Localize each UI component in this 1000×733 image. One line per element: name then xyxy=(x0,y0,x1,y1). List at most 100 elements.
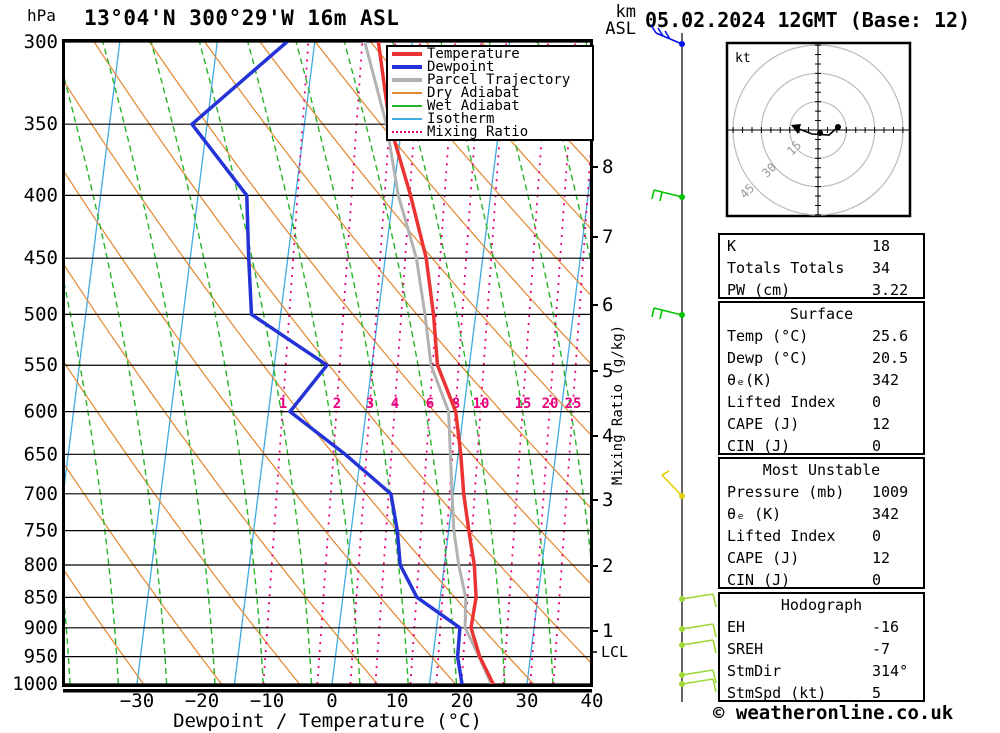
legend-label: Dewpoint xyxy=(427,59,495,76)
isotherms xyxy=(65,42,590,685)
legend-line-sample xyxy=(392,92,422,95)
svg-text:900: 900 xyxy=(24,617,58,639)
svg-text:8: 8 xyxy=(602,156,613,178)
parcel-trajectory-curve xyxy=(363,42,493,686)
lcl-label: LCL xyxy=(601,643,628,661)
run-date-label: 05.02.2024 12GMT (Base: 12) xyxy=(645,8,971,32)
table-row: Lifted Index 0 xyxy=(727,527,882,545)
table-row: EH -16 xyxy=(727,618,900,636)
legend-line-sample xyxy=(392,78,422,83)
legend-line-sample xyxy=(392,65,422,70)
svg-text:750: 750 xyxy=(24,520,58,542)
svg-text:−20: −20 xyxy=(185,690,219,712)
svg-text:800: 800 xyxy=(24,554,58,576)
legend-line-sample xyxy=(392,105,422,107)
svg-text:30: 30 xyxy=(516,690,539,712)
svg-text:20: 20 xyxy=(542,396,559,412)
table-row: Totals Totals 34 xyxy=(727,259,891,277)
svg-text:950: 950 xyxy=(24,646,58,668)
altitude-axis-unit: km ASL xyxy=(605,2,636,39)
svg-text:4: 4 xyxy=(391,396,399,412)
svg-text:700: 700 xyxy=(24,483,58,505)
table-row: θₑ(K) 342 xyxy=(727,371,900,389)
pressure-axis-unit: hPa xyxy=(27,6,56,25)
x-axis-title: Dewpoint / Temperature (°C) xyxy=(173,710,482,732)
table-row: CIN (J) 0 xyxy=(727,437,882,455)
legend-item: Mixing Ratio xyxy=(392,123,592,140)
legend-line-sample xyxy=(392,117,422,120)
legend-label: Dry Adiabat xyxy=(427,85,520,102)
copyright-label: © weatheronline.co.uk xyxy=(713,702,954,724)
wet-adiabats xyxy=(65,42,590,685)
legend-label: Wet Adiabat xyxy=(427,98,520,114)
most-unstable-table: Most Unstable Pressure (mb) 1009 θₑ (K) 34… xyxy=(718,457,925,589)
legend-item: Wet Adiabat xyxy=(392,98,592,114)
plot-border xyxy=(62,39,593,693)
mixing-ratio-lines xyxy=(262,42,590,685)
page-title: 13°04'N 300°29'W 16m ASL xyxy=(84,6,400,30)
pressure-labels: 300 350 400 450 500 550 600 650 700 750 800 850 900 9… xyxy=(12,31,58,695)
indices-table: K 18 Totals Totals 34 PW (cm) 3.22 xyxy=(718,233,925,299)
svg-text:15: 15 xyxy=(515,396,532,412)
table-row: K 18 xyxy=(727,237,891,255)
svg-text:25: 25 xyxy=(565,396,582,412)
table-row: CAPE (J) 12 xyxy=(727,415,891,433)
legend-label: Temperature xyxy=(427,46,520,63)
svg-text:350: 350 xyxy=(24,113,58,135)
svg-text:0: 0 xyxy=(326,690,337,712)
svg-text:7: 7 xyxy=(602,226,613,248)
svg-text:1: 1 xyxy=(602,620,613,642)
table-row: CAPE (J) 12 xyxy=(727,549,891,567)
svg-text:10: 10 xyxy=(473,396,490,412)
temperature-axis: −30 −20 −10 0 10 20 30 40 Dewpoint / Temperature… xyxy=(120,690,604,732)
table-row: CIN (J) 0 xyxy=(727,571,882,589)
legend-line-sample xyxy=(392,130,422,133)
table-row: Lifted Index 0 xyxy=(727,393,882,411)
svg-text:450: 450 xyxy=(24,247,58,269)
svg-text:400: 400 xyxy=(24,184,58,206)
hodograph-unit-label: kt xyxy=(735,51,751,66)
table-header: Most Unstable xyxy=(762,461,881,479)
svg-text:300: 300 xyxy=(24,31,58,53)
svg-text:2: 2 xyxy=(602,555,613,577)
mixing-ratio-axis-title: Mixing Ratio (g/kg) xyxy=(610,325,626,485)
surface-table: Surface Temp (°C) 25.6 Dewp (°C) 20.5 θₑ(K… xyxy=(718,301,925,455)
svg-text:6: 6 xyxy=(426,396,434,412)
table-row: Dewp (°C) 20.5 xyxy=(727,349,909,367)
table-header: Hodograph xyxy=(780,596,863,614)
legend-label: Mixing Ratio xyxy=(427,123,529,140)
svg-text:650: 650 xyxy=(24,443,58,465)
svg-text:10: 10 xyxy=(386,690,409,712)
wind-barb-column xyxy=(650,24,717,702)
svg-text:3: 3 xyxy=(366,396,374,412)
svg-text:2: 2 xyxy=(333,396,341,412)
table-row: PW (cm) 3.22 xyxy=(727,281,909,299)
temperature-curve xyxy=(376,42,495,686)
dewpoint-curve xyxy=(190,42,464,686)
table-row: StmSpd (kt) 5 xyxy=(727,684,882,702)
svg-text:20: 20 xyxy=(451,690,474,712)
svg-text:4: 4 xyxy=(602,425,613,447)
legend-item: Parcel Trajectory xyxy=(392,72,592,89)
svg-text:1000: 1000 xyxy=(12,673,58,695)
legend-item: Dry Adiabat xyxy=(392,85,592,102)
svg-text:−10: −10 xyxy=(250,690,284,712)
mixing-ratio-labels: 1 2 3 4 6 8 10 15 20 25 xyxy=(279,396,582,412)
legend-label: Isotherm xyxy=(427,110,495,127)
svg-text:8: 8 xyxy=(452,396,460,412)
table-row: θₑ (K) 342 xyxy=(727,505,900,523)
svg-text:850: 850 xyxy=(24,586,58,608)
legend-label: Parcel Trajectory xyxy=(427,72,571,89)
legend-item: Isotherm xyxy=(392,110,592,127)
legend-line-sample xyxy=(392,52,422,57)
table-row: Pressure (mb) 1009 xyxy=(727,483,909,501)
hodograph-table: Hodograph EH -16 SREH -7 StmDir 314° StmSpd… xyxy=(718,592,925,702)
svg-text:500: 500 xyxy=(24,303,58,325)
svg-text:600: 600 xyxy=(24,401,58,423)
chart-legend: Temperature Dewpoint Parcel Trajectory Dry … xyxy=(386,45,594,142)
svg-text:550: 550 xyxy=(24,354,58,376)
